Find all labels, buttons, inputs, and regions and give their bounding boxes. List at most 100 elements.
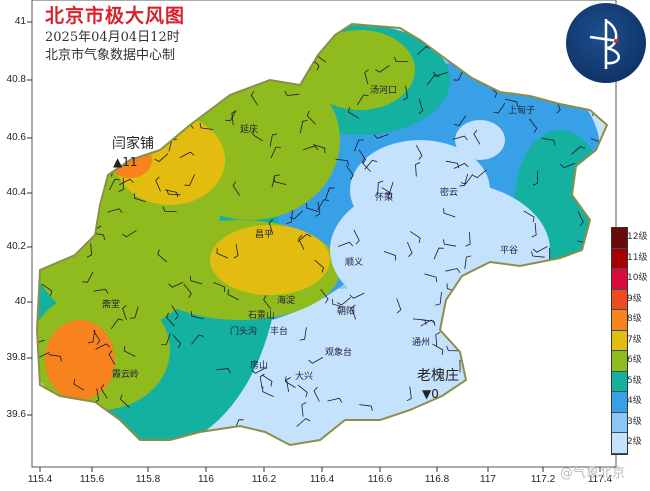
place-label: 朝阳	[337, 307, 356, 317]
wind-barb	[446, 345, 461, 352]
legend-swatch	[612, 330, 627, 351]
min-station-label: 老槐庄	[417, 368, 459, 384]
wind-barb	[284, 90, 300, 96]
wind-barb	[338, 241, 354, 247]
x-tick-label: 117	[480, 474, 496, 485]
place-label: 石景山	[248, 311, 276, 321]
wind-barb	[133, 193, 147, 203]
wind-barb	[353, 229, 360, 245]
y-tick-label: 40.6	[6, 132, 26, 143]
wind-barb	[335, 158, 349, 166]
wind-barb	[251, 367, 267, 374]
wind-barb	[409, 231, 421, 244]
wind-barb	[155, 176, 161, 192]
wind-barb	[109, 178, 120, 191]
wind-barb	[571, 145, 586, 155]
wind-barb	[252, 129, 264, 142]
place-label: 海淀	[277, 296, 296, 306]
wind-barb	[560, 162, 576, 169]
wind-barb	[523, 210, 535, 223]
wind-barb	[375, 65, 390, 73]
y-tick-label: 39.8	[6, 352, 26, 363]
wind-barb	[161, 333, 171, 346]
wind-barb	[48, 354, 62, 362]
wind-barb	[216, 248, 229, 259]
min-station-marker: ▼0	[422, 387, 439, 401]
x-tick-label: 116.8	[424, 474, 450, 485]
wind-barb	[269, 133, 278, 147]
wind-barb	[261, 374, 273, 387]
place-label: 通州	[412, 338, 431, 348]
wind-barb	[119, 178, 134, 186]
wind-barb	[317, 199, 329, 211]
wind-barb	[327, 397, 343, 403]
legend-swatch	[612, 351, 627, 372]
wind-level-region	[455, 120, 505, 160]
wind-barb	[110, 318, 124, 329]
wind-barb	[453, 69, 464, 81]
wind-barb	[233, 243, 239, 259]
wind-level-region	[280, 310, 460, 410]
wind-barb	[454, 115, 467, 126]
place-label: 怀柔	[375, 193, 394, 203]
place-label: 霞云岭	[112, 370, 140, 380]
wind-level-region	[305, 30, 415, 110]
wind-barb	[129, 306, 139, 319]
wind-barb	[86, 243, 92, 258]
legend-swatch	[612, 289, 627, 310]
x-tick-label: 116	[198, 474, 214, 485]
place-label: 观象台	[325, 348, 353, 358]
wind-barb	[349, 292, 365, 299]
place-label: 昌平	[255, 230, 274, 240]
legend-swatch	[612, 412, 627, 433]
wind-barb	[108, 350, 116, 366]
wind-barb	[250, 91, 259, 106]
wind-barb	[396, 298, 402, 314]
y-tick-label: 40.4	[6, 187, 26, 198]
wind-barb	[297, 233, 312, 243]
legend-swatch	[612, 433, 627, 454]
wind-barb	[432, 343, 444, 356]
wind-barb	[577, 211, 584, 227]
wind-barb	[154, 153, 169, 162]
x-tick-label: 116.2	[251, 474, 277, 485]
wind-barb	[73, 378, 85, 391]
wind-barb	[259, 373, 265, 389]
wind-barb	[361, 158, 371, 172]
wind-barb	[271, 174, 280, 188]
place-label: 大兴	[295, 372, 314, 382]
wind-barb	[493, 102, 506, 114]
wind-barb	[168, 281, 184, 288]
wind-barb	[384, 181, 394, 195]
wind-barb	[541, 138, 556, 146]
wind-barb	[373, 133, 389, 139]
wind-barb	[453, 162, 469, 169]
map-title: 北京市极大风图	[45, 5, 186, 27]
wind-barb	[297, 384, 308, 398]
legend-swatch	[612, 392, 627, 413]
wind-barb	[393, 56, 409, 62]
legend-swatch	[612, 248, 627, 269]
wind-barb	[435, 292, 442, 306]
x-tick-label: 116.6	[367, 474, 393, 485]
wind-barb	[325, 187, 335, 200]
legend-label: 7级	[627, 334, 642, 345]
legend-label: 11级	[627, 252, 648, 263]
wind-level-legend	[611, 227, 628, 455]
wind-barb	[124, 346, 136, 357]
wind-barb	[381, 187, 393, 199]
legend-label: 2级	[627, 437, 642, 447]
wind-barb	[348, 107, 360, 119]
wind-barb	[473, 129, 481, 145]
wind-barb	[164, 189, 179, 198]
wind-barb	[377, 180, 384, 195]
legend-label: 9级	[627, 293, 642, 304]
place-label: 延庆	[240, 125, 259, 135]
place-label: 平谷	[500, 246, 519, 256]
bms-logo	[566, 3, 646, 83]
legend-label: 8级	[627, 314, 642, 324]
wind-barb	[359, 404, 373, 411]
wind-barb	[122, 230, 137, 238]
wind-barb	[303, 145, 319, 151]
place-label: 汤河口	[370, 86, 398, 96]
